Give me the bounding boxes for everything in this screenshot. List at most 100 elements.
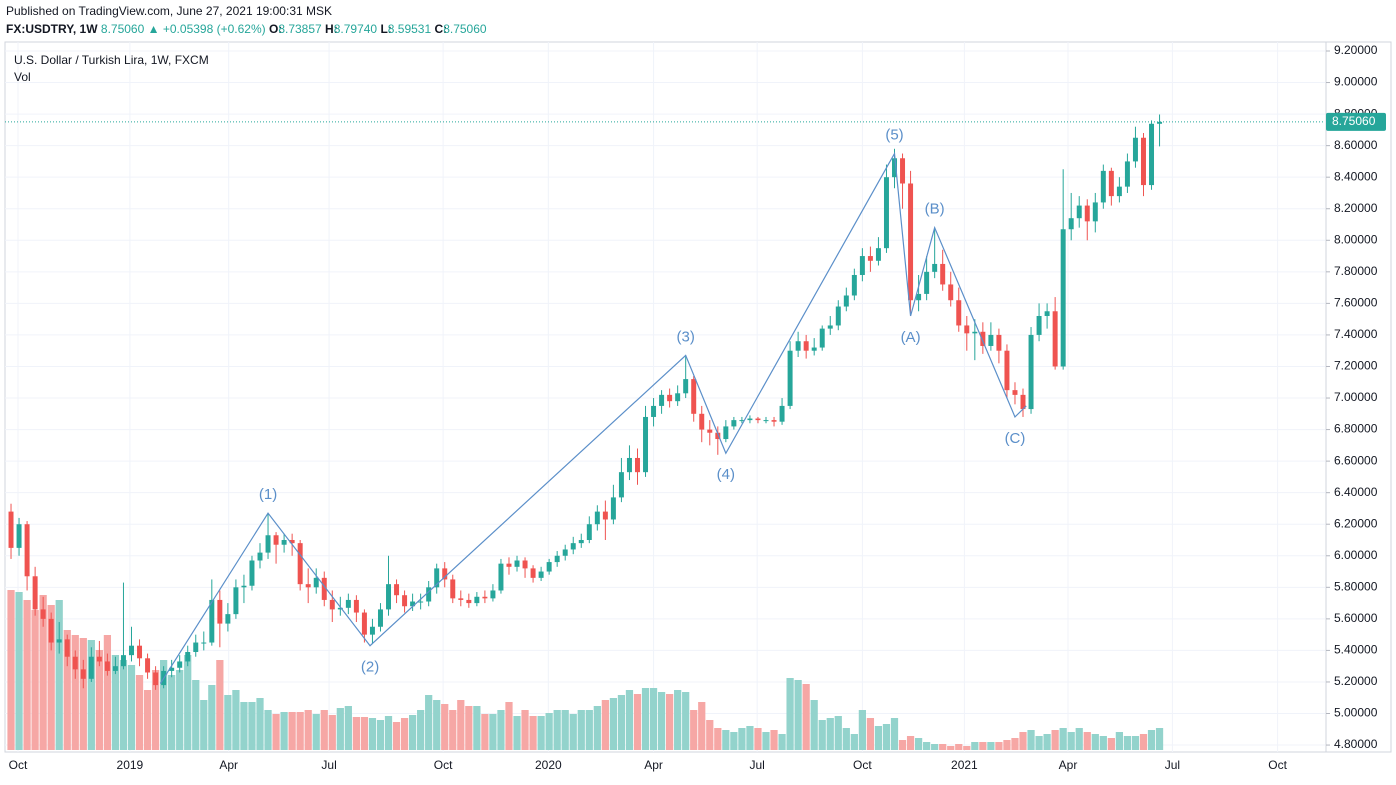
volume-bar	[119, 660, 128, 750]
y-tick-label: 6.40000	[1334, 485, 1378, 499]
candle-body	[8, 511, 14, 548]
volume-bar	[1035, 736, 1043, 750]
volume-bar	[1027, 730, 1035, 750]
candle-body	[618, 472, 624, 498]
volume-bar	[617, 695, 626, 750]
candle-body	[353, 599, 359, 613]
candle-body	[281, 539, 287, 545]
volume-bar	[31, 610, 39, 750]
volume-bar	[304, 710, 312, 750]
volume-bar	[192, 680, 200, 750]
volume-bar	[1003, 740, 1011, 750]
y-tick-label: 9.00000	[1334, 75, 1378, 89]
volume-bar	[441, 704, 449, 750]
volume-bar	[384, 716, 393, 750]
volume-bar	[176, 670, 184, 750]
published: Published on TradingView.com, June 27, 2…	[6, 4, 332, 18]
candle-body	[1149, 123, 1155, 186]
candle-body	[48, 618, 54, 643]
volume-bar	[882, 724, 891, 750]
candle-body	[843, 295, 849, 307]
volume-bar	[826, 718, 834, 750]
candle-body	[241, 585, 247, 588]
volume-bar	[135, 675, 144, 750]
candle-body	[418, 601, 424, 603]
volume-bar	[730, 732, 738, 750]
candle-body	[819, 328, 825, 348]
volume-bar	[400, 718, 409, 750]
wave-label: (4)	[717, 466, 735, 483]
candle-body	[1044, 311, 1050, 316]
y-tick-label: 8.20000	[1334, 201, 1378, 215]
volume-bar	[55, 600, 63, 750]
candle-body	[1132, 137, 1138, 162]
volume-bar	[481, 714, 489, 750]
volume-bar	[682, 692, 690, 750]
candle-body	[522, 560, 528, 569]
volume-bar	[352, 717, 360, 750]
candle-body	[217, 599, 223, 624]
candle-body	[32, 576, 38, 610]
candle-body	[827, 325, 833, 329]
y-tick-label: 5.40000	[1334, 643, 1378, 657]
candle-body	[1116, 186, 1122, 197]
volume-bar	[898, 740, 907, 750]
y-tick-label: 7.40000	[1334, 327, 1378, 341]
volume-bar	[1099, 736, 1107, 750]
x-tick-label: Apr	[219, 758, 238, 772]
change: +0.05398 (+0.62%)	[162, 22, 266, 36]
wave-label: (A)	[901, 329, 921, 346]
volume-bar	[963, 746, 971, 750]
candle-body	[723, 426, 729, 440]
volume-bar	[296, 712, 304, 750]
candle-body	[707, 429, 713, 433]
volume-bar	[545, 713, 553, 750]
candle-body	[755, 418, 761, 421]
candle-body	[394, 584, 400, 596]
volume-bar	[939, 744, 947, 750]
candle-body	[570, 543, 576, 550]
volume-bar	[368, 718, 377, 750]
candle-body	[329, 599, 335, 610]
candle-body	[24, 524, 30, 577]
candle-body	[1092, 202, 1098, 222]
candle-body	[803, 341, 809, 351]
candle-body	[321, 577, 327, 600]
candle-body	[683, 379, 689, 394]
candle-body	[972, 331, 978, 334]
candle-body	[1140, 137, 1146, 186]
volume-bar	[224, 695, 232, 750]
x-tick-label: 2021	[951, 758, 978, 772]
candle-body	[120, 655, 126, 667]
candle-body	[514, 560, 520, 567]
volume-bar	[392, 722, 401, 750]
volume-bar	[200, 700, 208, 750]
volume-bar	[288, 712, 296, 750]
y-tick-label: 7.80000	[1334, 264, 1378, 278]
candle-body	[1004, 350, 1010, 391]
candle-body	[177, 661, 183, 668]
volume-bar	[417, 710, 425, 750]
volume-bar	[738, 728, 746, 750]
volume-bar	[955, 744, 963, 750]
volume-bar	[850, 734, 858, 750]
volume-bar	[1091, 734, 1099, 750]
y-tick-label: 8.00000	[1334, 232, 1378, 246]
candle-body	[1060, 229, 1066, 367]
x-tick-label: Oct	[1268, 758, 1287, 772]
candle-body	[811, 347, 817, 351]
volume-bar	[408, 715, 417, 750]
candle-body	[602, 511, 608, 520]
volume-bar	[7, 590, 15, 750]
volume-bar	[433, 700, 441, 750]
candle-body	[675, 393, 681, 402]
wave-label: (2)	[361, 659, 379, 676]
candle-body	[410, 601, 416, 607]
volume-bar	[79, 638, 87, 750]
volume-bar	[184, 655, 192, 750]
volume-bar	[465, 706, 473, 750]
candle-body	[369, 626, 375, 635]
volume-bar	[208, 685, 216, 750]
volume-bar	[95, 650, 103, 750]
wave-line	[159, 151, 1027, 684]
